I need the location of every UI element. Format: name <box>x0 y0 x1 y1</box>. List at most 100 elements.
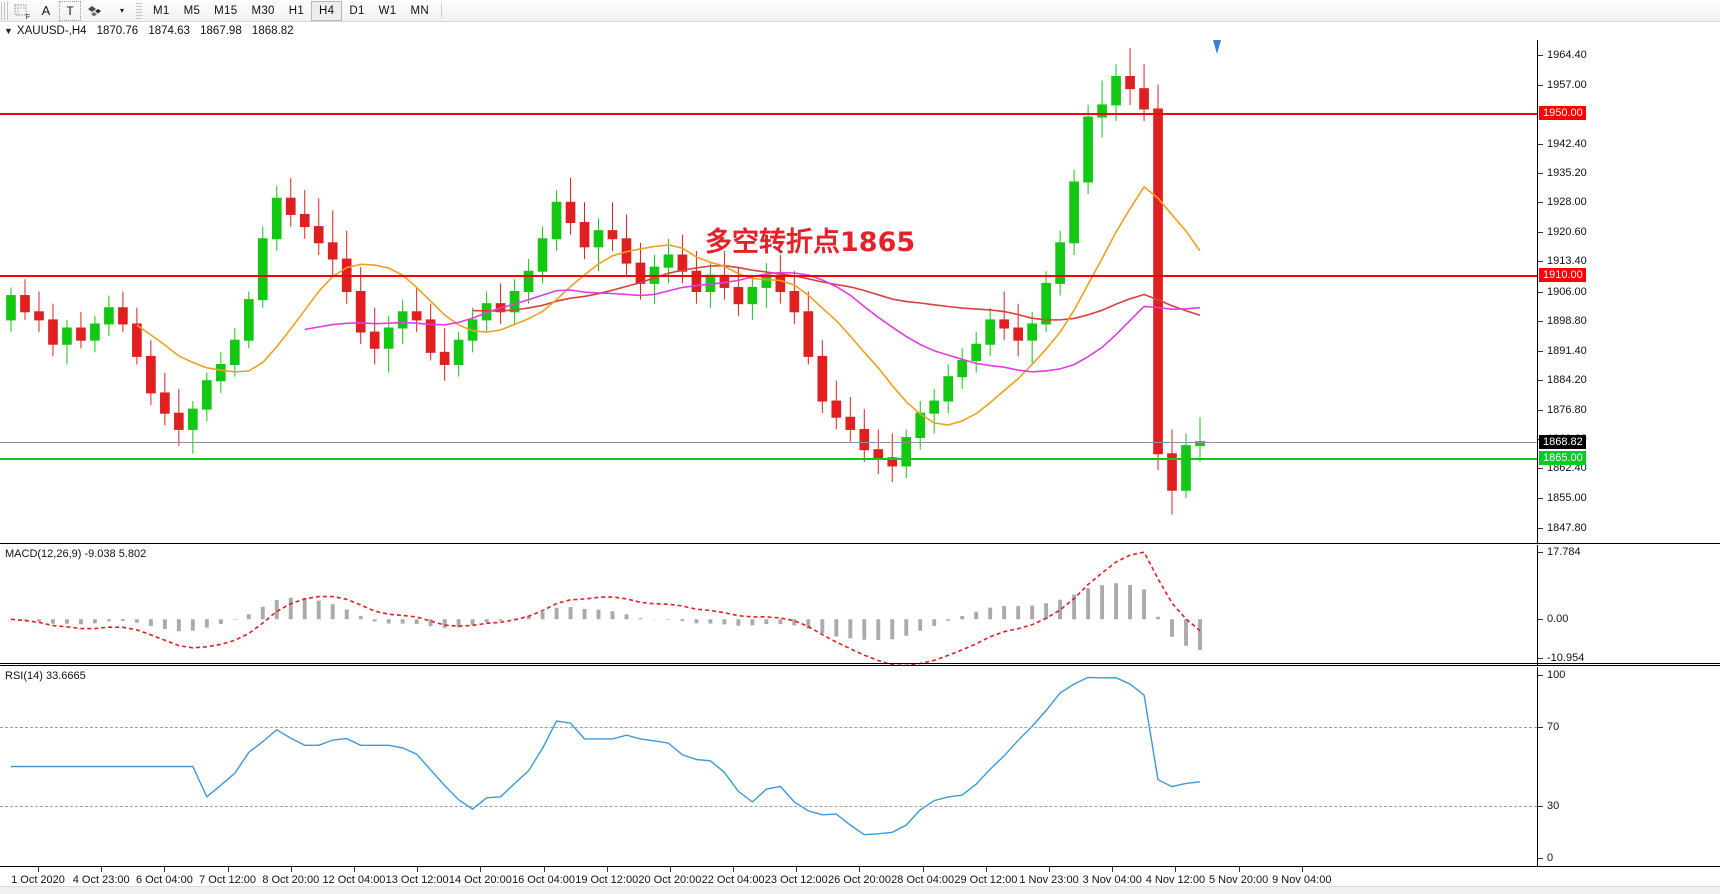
price-tick: 1942.40 <box>1538 138 1587 150</box>
toolbar-divider <box>441 2 443 19</box>
rsi-plot-area[interactable]: RSI(14) 33.6665 <box>0 667 1537 866</box>
time-axis-label: 12 Oct 04:00 <box>322 874 386 886</box>
resistance-1950-tag[interactable]: 1950.00 <box>1539 106 1586 121</box>
rsi-guide-30 <box>0 806 1537 808</box>
time-axis-label: 23 Oct 12:00 <box>764 874 828 886</box>
price-level-line-1868-82[interactable] <box>0 442 1537 444</box>
time-tick <box>1049 867 1051 872</box>
price-tick: 1898.80 <box>1538 315 1587 327</box>
price-tick: 1928.00 <box>1538 196 1587 208</box>
time-tick <box>290 867 292 872</box>
price-tick: 1891.40 <box>1538 345 1587 357</box>
time-axis-label: 9 Nov 04:00 <box>1272 874 1332 886</box>
macd-plot-area[interactable]: MACD(12,26,9) -9.038 5.802 <box>0 545 1537 665</box>
time-axis-label: 4 Nov 12:00 <box>1145 874 1206 886</box>
time-axis-label: 1 Oct 2020 <box>11 874 65 886</box>
rsi-tick: 100 <box>1538 669 1565 681</box>
macd-axis: 17.784 0.00 -10.954 <box>1537 545 1720 665</box>
resistance-1910-tag[interactable]: 1910.00 <box>1539 268 1586 283</box>
time-tick <box>353 867 355 872</box>
timeframe-m1[interactable]: M1 <box>153 4 170 17</box>
time-tick <box>101 867 103 872</box>
time-axis-label: 16 Oct 04:00 <box>512 874 576 886</box>
time-axis-label: 14 Oct 20:00 <box>448 874 512 886</box>
price-tick: 1920.60 <box>1538 226 1587 238</box>
ohlc-low: 1867.98 <box>200 25 242 37</box>
price-tick: 1935.20 <box>1538 167 1587 179</box>
macd-header-label: MACD(12,26,9) -9.038 5.802 <box>5 548 147 560</box>
rsi-header-label: RSI(14) 33.6665 <box>5 670 86 682</box>
toolbar-drag-handle[interactable] <box>1 1 8 20</box>
time-axis-label: 4 Oct 23:00 <box>72 874 130 886</box>
macd-tick: -10.954 <box>1538 652 1584 664</box>
panel-divider-macd-rsi <box>0 663 1720 664</box>
panel-divider-price-macd <box>0 543 1720 544</box>
rsi-series <box>11 676 1201 836</box>
rsi-tick: 30 <box>1538 800 1559 812</box>
price-tick: 1906.00 <box>1538 286 1587 298</box>
time-axis-label: 6 Oct 04:00 <box>135 874 193 886</box>
candlestick-series <box>6 40 1221 515</box>
text-box-icon[interactable]: T <box>59 0 81 21</box>
timeframe-w1[interactable]: W1 <box>378 4 397 17</box>
time-tick <box>480 867 482 872</box>
time-axis-label: 26 Oct 20:00 <box>827 874 891 886</box>
time-tick <box>543 867 545 872</box>
timeframe-d1[interactable]: D1 <box>349 4 365 17</box>
chart-menu-caret-icon[interactable]: ▼ <box>4 26 13 36</box>
panel-divider-macd-rsi-2 <box>0 665 1720 666</box>
rsi-panel[interactable]: RSI(14) 33.6665 100 70 30 0 <box>0 667 1720 866</box>
time-tick <box>922 867 924 872</box>
price-axis[interactable]: 1964.40 1957.00 1942.40 1935.20 1928.00 1920.… <box>1537 40 1720 543</box>
price-plot-area[interactable]: 多空转折点1865 <box>0 40 1537 543</box>
time-axis-label: 22 Oct 04:00 <box>701 874 765 886</box>
text-label-icon[interactable]: A <box>41 3 51 18</box>
price-level-line-1865-00[interactable] <box>0 457 1537 460</box>
macd-panel[interactable]: MACD(12,26,9) -9.038 5.802 17.784 0.00 -10… <box>0 545 1720 665</box>
time-tick <box>669 867 671 872</box>
symbol-ohlc-bar: ▼ XAUUSD-,H4 1870.76 1874.63 1867.98 186… <box>0 22 1720 40</box>
time-tick <box>606 867 608 872</box>
timeframe-mn[interactable]: MN <box>410 4 430 17</box>
time-tick <box>796 867 798 872</box>
status-strip <box>0 886 1720 894</box>
ohlc-close: 1868.82 <box>251 25 294 37</box>
last-price-tag[interactable]: 1868.82 <box>1539 435 1586 450</box>
rsi-guide-70 <box>0 726 1537 728</box>
timeframe-m5[interactable]: M5 <box>183 4 201 17</box>
price-level-line-1950-00[interactable] <box>0 113 1537 116</box>
shapes-icon[interactable] <box>83 1 109 21</box>
rsi-tick: 70 <box>1538 721 1559 733</box>
timeframe-m30[interactable]: M30 <box>251 4 275 17</box>
timeframe-group-handle[interactable] <box>136 2 142 19</box>
time-tick <box>859 867 861 872</box>
dropdown-arrow-icon[interactable]: ▾ <box>119 6 124 15</box>
chart-template-icon[interactable] <box>9 1 33 21</box>
timeframe-h4[interactable]: H4 <box>311 0 343 21</box>
time-axis-label: 8 Oct 20:00 <box>262 874 320 886</box>
price-tick: 1855.00 <box>1538 492 1587 504</box>
price-tick: 1876.80 <box>1538 404 1587 416</box>
price-tick: 1847.80 <box>1538 522 1587 534</box>
price-chart-panel[interactable]: 多空转折点1865 1964.40 1957.00 1942.40 1935.20 19… <box>0 40 1720 543</box>
chart-annotation-text: 多空转折点1865 <box>705 227 916 258</box>
time-axis-label: 3 Nov 04:00 <box>1082 874 1142 886</box>
timeframe-h1[interactable]: H1 <box>288 4 305 17</box>
time-axis-label: 20 Oct 20:00 <box>638 874 702 886</box>
macd-series <box>10 551 1202 665</box>
macd-tick: 17.784 <box>1538 546 1581 558</box>
toolbar: A T ▾ M1 M5 M15 M30 H1 H4 D1 W1 MN <box>0 0 1720 22</box>
time-tick <box>1175 867 1177 872</box>
time-tick <box>164 867 166 872</box>
price-tick: 1862.40 <box>1538 462 1587 474</box>
time-tick <box>1301 867 1303 872</box>
price-tick: 1964.40 <box>1538 49 1587 61</box>
price-tick: 1957.00 <box>1538 79 1587 91</box>
time-axis-label: 19 Oct 12:00 <box>575 874 639 886</box>
time-axis-label: 7 Oct 12:00 <box>199 874 256 886</box>
timeframe-m15[interactable]: M15 <box>214 4 238 17</box>
time-tick <box>38 867 39 872</box>
support-1865-tag[interactable]: 1865.00 <box>1539 450 1586 465</box>
price-level-line-1910-00[interactable] <box>0 275 1537 278</box>
